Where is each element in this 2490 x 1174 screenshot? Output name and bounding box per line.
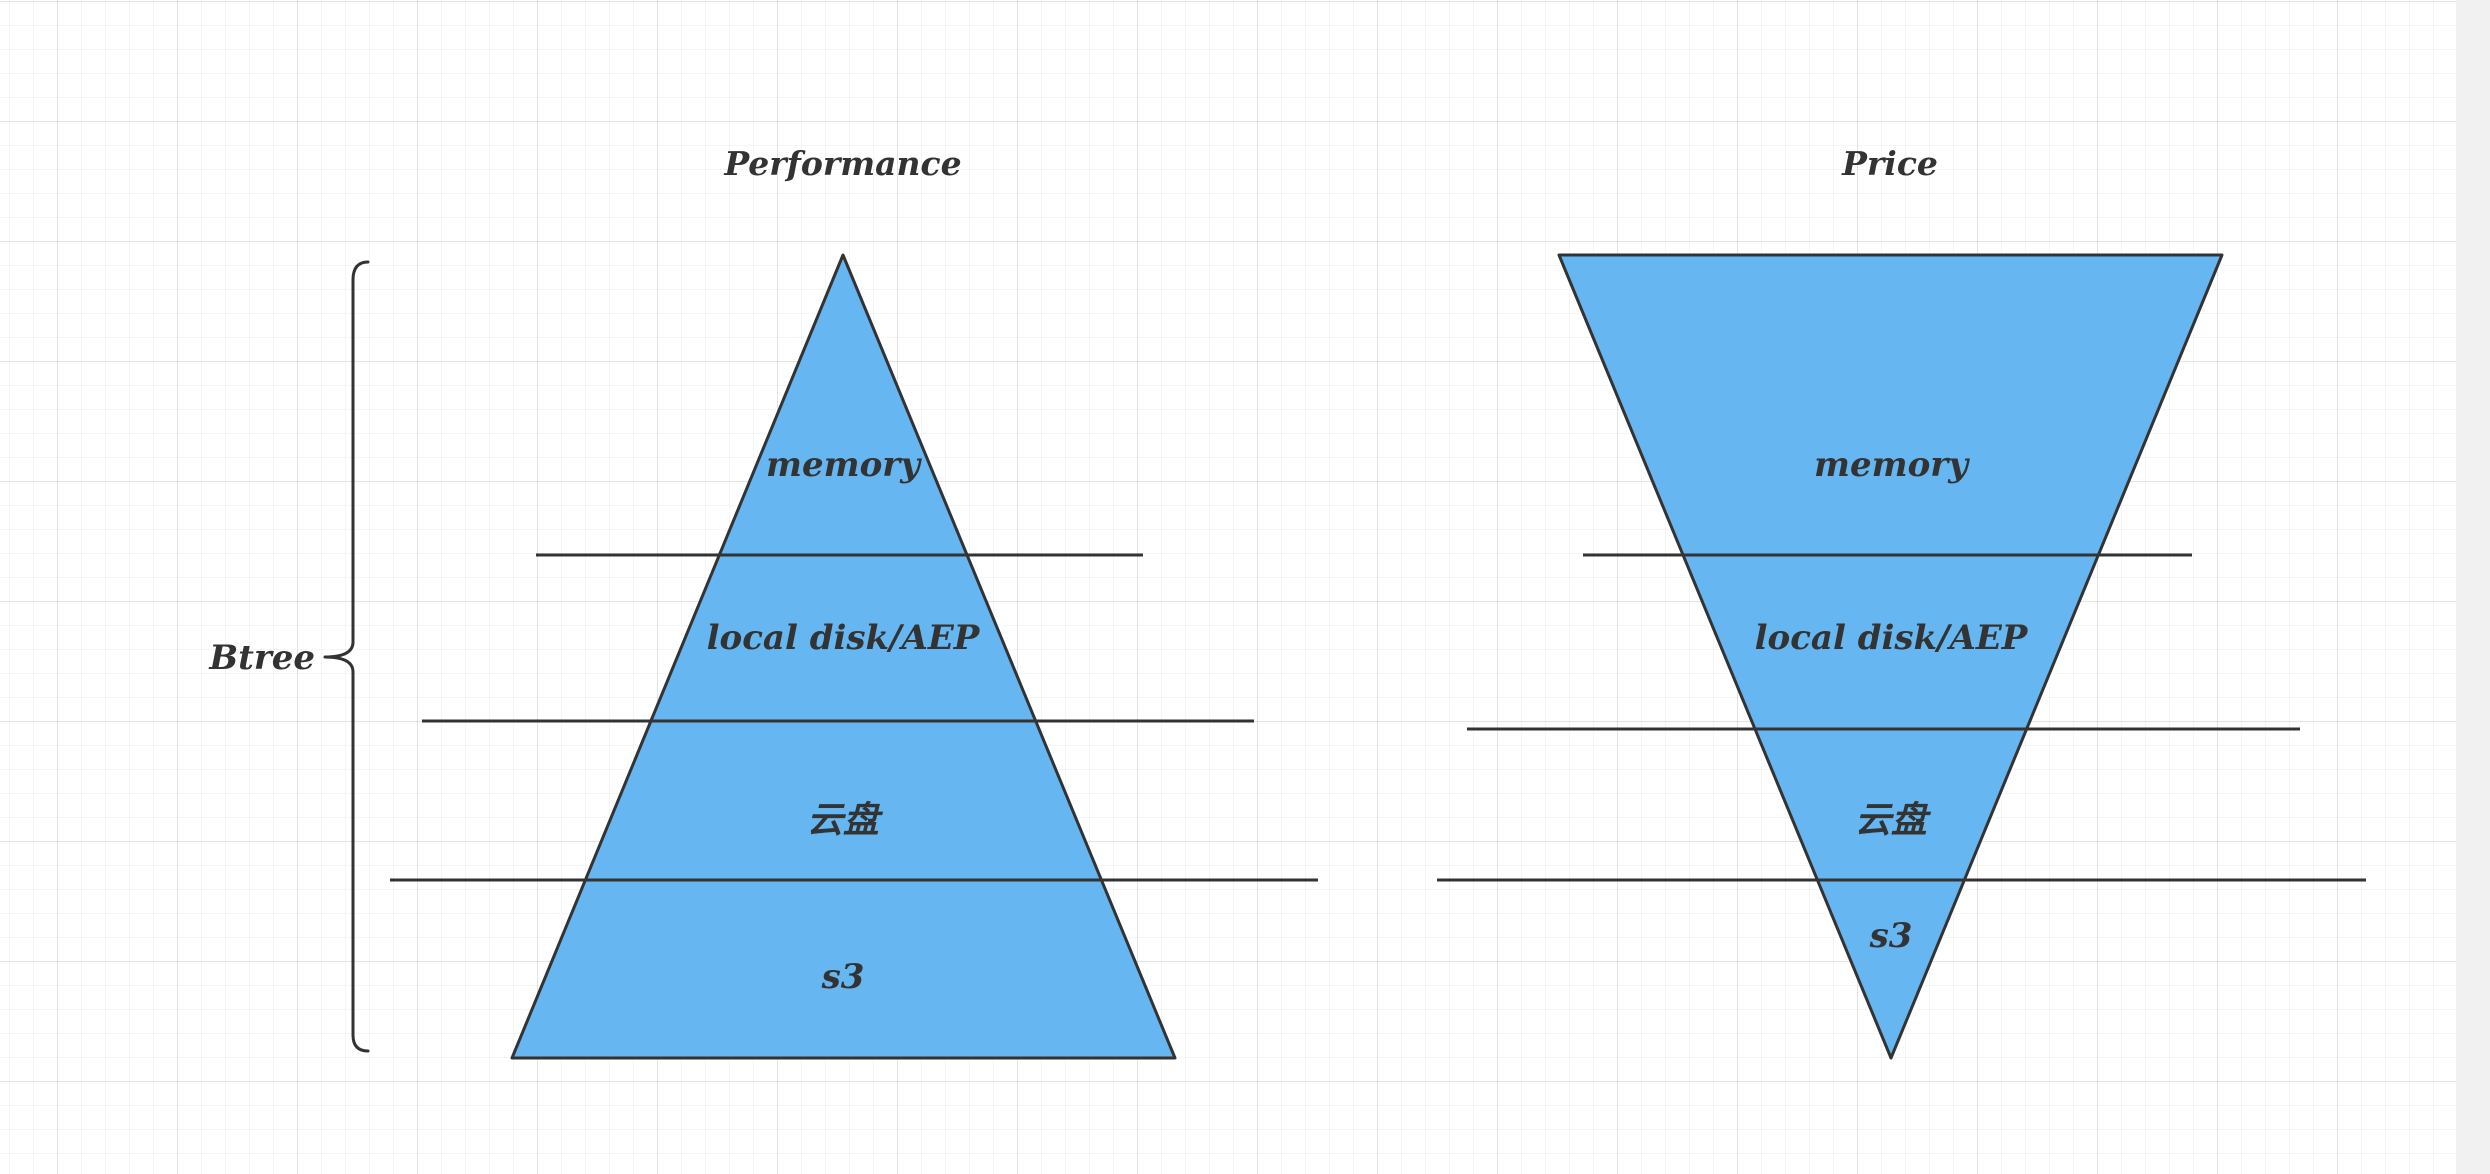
- price-layer-cloud-disk: 云盘: [1855, 799, 1932, 841]
- performance-layer-s3: s3: [821, 957, 865, 997]
- price-title: Price: [1841, 144, 1938, 183]
- price-triangle[interactable]: [1557, 253, 2224, 1060]
- price-layer-memory: memory: [1814, 445, 1970, 485]
- btree-brace-group: Btree: [208, 260, 370, 1053]
- price-layer-local-disk: local disk/AEP: [1755, 618, 2029, 658]
- scrollbar-track[interactable]: [2456, 0, 2490, 1174]
- performance-title: Performance: [723, 144, 961, 183]
- performance-diagram: Performance memory local disk/AEP 云盘 s3: [390, 144, 1318, 1060]
- performance-triangle[interactable]: [510, 253, 1177, 1060]
- performance-layer-cloud-disk: 云盘: [807, 799, 884, 841]
- performance-layer-local-disk: local disk/AEP: [707, 618, 981, 658]
- curly-brace[interactable]: [323, 260, 370, 1053]
- price-diagram: Price memory local disk/AEP 云盘 s3: [1437, 144, 2366, 1060]
- performance-layer-memory: memory: [766, 445, 922, 485]
- btree-label: Btree: [208, 638, 315, 678]
- price-layer-s3: s3: [1869, 916, 1913, 956]
